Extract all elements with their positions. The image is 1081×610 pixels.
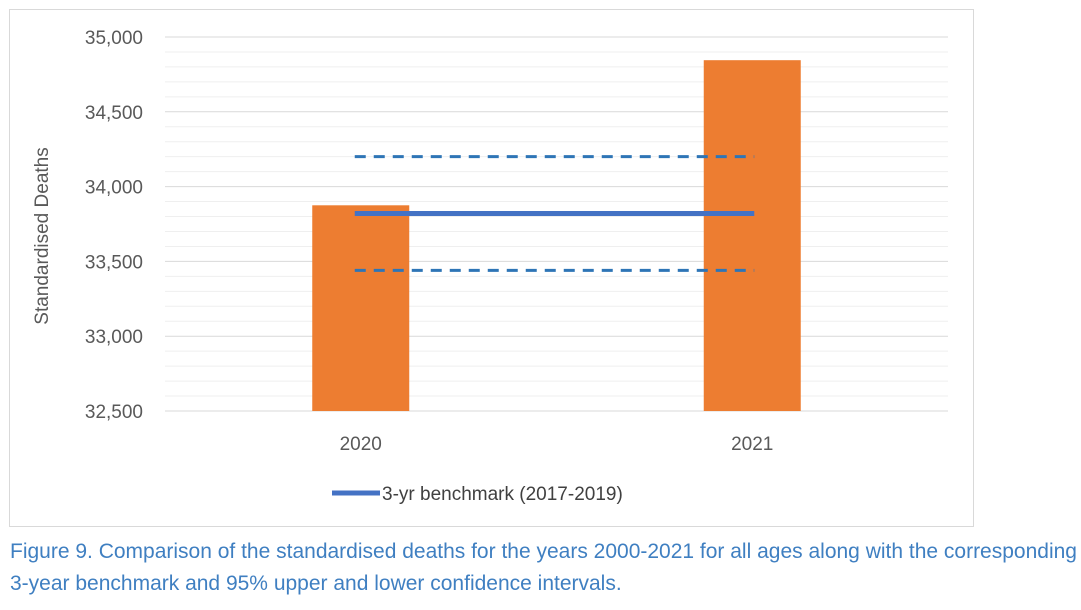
y-tick-label: 34,000 [85,178,143,199]
chart-frame: 32,500 33,000 33,500 34,000 34,500 35,000 202… [9,9,974,527]
x-tick-label: 2020 [340,434,382,455]
legend-benchmark-label: 3-yr benchmark (2017-2019) [382,484,623,505]
bars [312,60,801,412]
legend: 3-yr benchmark (2017-2019) [332,484,623,505]
y-tick-labels: 32,500 33,000 33,500 34,000 34,500 35,000 [85,28,143,423]
x-tick-labels: 2020 2021 [340,434,774,455]
grid [165,36,948,412]
y-tick-label: 32,500 [85,402,143,423]
y-tick-label: 35,000 [85,28,143,49]
benchmark-lines [354,155,755,272]
y-tick-label: 34,500 [85,103,143,124]
bar-2020 [312,205,410,411]
bar-2021 [703,60,801,412]
chart: 32,500 33,000 33,500 34,000 34,500 35,000 202… [32,28,948,505]
figure-caption: Figure 9. Comparison of the standardised… [10,540,1077,595]
y-axis-title: Standardised Deaths [32,147,53,324]
x-tick-label: 2021 [731,434,773,455]
y-tick-label: 33,500 [85,252,143,273]
y-tick-label: 33,000 [85,327,143,348]
